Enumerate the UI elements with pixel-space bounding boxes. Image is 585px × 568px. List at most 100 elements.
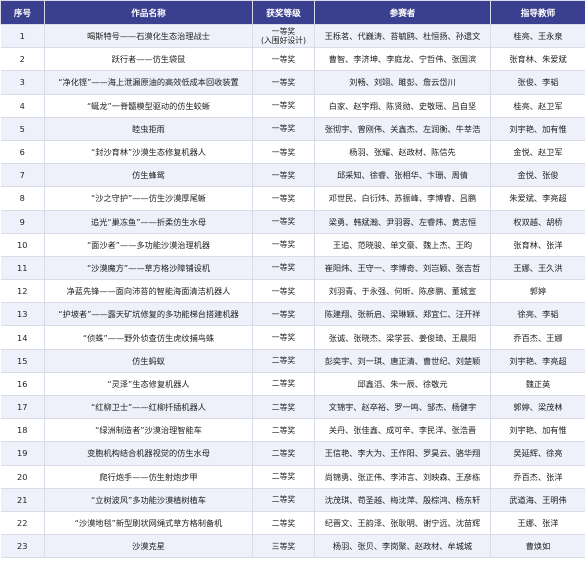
cell-index: 15 (0, 349, 45, 373)
table-row: 21 “立树波风”多功能沙漠植树植车 二等奖 沈茂琪、苟圣越、梅沈萍、殷棕鸿、杨东轩武… (0, 488, 585, 512)
cell-index: 18 (0, 418, 45, 443)
cell-name: “红柳卫士”——红柳扦插机器人 (44, 395, 253, 420)
level-label: 一等奖 (271, 101, 296, 111)
cell-level: 一等奖 (252, 210, 315, 234)
cell-members: 纪晋文、王韵泽、张耿明、谢宁远、沈苗辉 (314, 511, 491, 536)
cell-index: 6 (0, 140, 45, 165)
cell-index: 10 (0, 233, 45, 257)
cell-level: 一等奖 (252, 186, 315, 211)
cell-teacher: 刘宇艳、加有惟 (490, 117, 585, 141)
cell-index: 13 (0, 302, 45, 327)
cell-teacher: 乔百杰、王娜 (490, 325, 585, 350)
level-label: 一等奖 (271, 263, 296, 273)
table-row: 19 变胞机构结合机器视觉的仿生水母 二等奖 王信艳、李大为、王作阳、罗昊云、骆华翔吴… (0, 441, 585, 466)
cell-level: 二等奖 (252, 511, 315, 536)
cell-teacher: 魏正英 (490, 372, 585, 397)
cell-members: 杨羽、张贝、李岗聚、赵政材、牟城城 (314, 534, 491, 559)
cell-index: 4 (0, 94, 45, 118)
cell-name: 喝斯特号——石漠化生态治理战士 (44, 24, 253, 49)
cell-teacher: 郭婷 (490, 279, 585, 304)
cell-name: “沙漠地毯”新型刷状网绳式草方格制备机 (44, 511, 253, 536)
cell-members: 邱采知、徐睿、张相华、卞珊、周倩 (314, 163, 491, 188)
cell-name: “灵泽”生态修复机器人 (44, 372, 253, 397)
header-name: 作品名称 (44, 0, 253, 25)
cell-teacher: 王娜、王久洪 (490, 256, 585, 281)
cell-name: 沙漠克星 (44, 534, 253, 559)
level-label: 二等奖 (271, 379, 296, 389)
cell-members: 邱鑫滔、朱一辰、徐敬元 (314, 372, 491, 397)
cell-index: 16 (0, 372, 45, 397)
level-label: 一等奖 (271, 286, 296, 296)
cell-name: “封沙育林”沙漠生态修复机器人 (44, 140, 253, 165)
cell-members: 王追、范晓骏、单文豪、魏上杰、王昀 (314, 233, 491, 257)
cell-name: “立树波风”多功能沙漠植树植车 (44, 488, 253, 512)
level-label: 二等奖 (271, 495, 296, 505)
cell-members: 梁勇、韩斌瀚、尹羽蓉、左睿炜、黄志恒 (314, 210, 491, 234)
cell-members: 崔阳炜、王守一、李博奇、刘岂颖、张吉哲 (314, 256, 491, 281)
level-label: 一等奖 (271, 27, 296, 37)
cell-name: 仿生蚂蚁 (44, 349, 253, 373)
cell-members: 张彻宇、曾刚伟、关鑫杰、左润衡、牛莘浩 (314, 117, 491, 141)
cell-members: 杨羽、张耀、赵政材、陈信先 (314, 140, 491, 165)
cell-members: 王信艳、李大为、王作阳、罗昊云、骆华翔 (314, 441, 491, 466)
header-level: 获奖等级 (252, 0, 315, 25)
cell-name: 睦虫拒雨 (44, 117, 253, 141)
cell-name: “侦蛛”——野外侦查仿生虎纹捕鸟蛛 (44, 325, 253, 350)
cell-level: 一等奖 (252, 233, 315, 257)
cell-index: 2 (0, 47, 45, 72)
cell-teacher: 桂亮、王永泉 (490, 24, 585, 49)
header-teacher: 指导教师 (490, 0, 585, 25)
level-label: 一等奖 (271, 54, 296, 64)
cell-members: 彭奕宇、刘一琪、唐正清、曹世纪、刘楚颖 (314, 349, 491, 373)
cell-level: 二等奖 (252, 372, 315, 397)
cell-level: 一等奖 (252, 94, 315, 118)
cell-level: 二等奖 (252, 465, 315, 489)
cell-name: “蜒龙”一脊髓模型驱动的仿生蛟蜥 (44, 94, 253, 118)
cell-index: 9 (0, 210, 45, 234)
level-label: 一等奖 (271, 217, 296, 227)
cell-level: 二等奖 (252, 395, 315, 420)
cell-level: 一等奖 (入围好设计) (252, 24, 315, 49)
cell-index: 12 (0, 279, 45, 304)
cell-teacher: 郭婷、梁茂林 (490, 395, 585, 420)
cell-level: 一等奖 (252, 163, 315, 188)
table-row: 11 “沙漠魔方”——草方格沙障铺设机 一等奖 崔阳炜、王守一、李博奇、刘岂颖、张吉哲… (0, 256, 585, 281)
level-label: 二等奖 (271, 472, 296, 482)
level-label: 一等奖 (271, 240, 296, 250)
level-label: 一等奖 (271, 193, 296, 203)
cell-name: “沙漠魔方”——草方格沙障铺设机 (44, 256, 253, 281)
table-row: 20 爬行炮手——仿生射炮步甲 二等奖 尚锦勇、张正伟、李沛言、刘映森、王彦栋 乔百杰、… (0, 465, 585, 489)
cell-level: 一等奖 (252, 70, 315, 95)
cell-members: 尚锦勇、张正伟、李沛言、刘映森、王彦栋 (314, 465, 491, 489)
cell-index: 22 (0, 511, 45, 536)
level-label: 三等奖 (271, 541, 296, 551)
cell-members: 白家、赵宇翔、陈贤勋、史敬瑶、吕自坚 (314, 94, 491, 118)
cell-level: 一等奖 (252, 47, 315, 72)
cell-index: 7 (0, 163, 45, 188)
cell-index: 8 (0, 186, 45, 211)
cell-teacher: 金悦、赵卫军 (490, 140, 585, 165)
cell-teacher: 桂亮、赵卫军 (490, 94, 585, 118)
table-row: 9 追光“巢冻鱼”——折柔仿生水母 一等奖 梁勇、韩斌瀚、尹羽蓉、左睿炜、黄志恒 权双越… (0, 210, 585, 234)
cell-members: 刘羽青、于永强、何昕、陈彦鹏、董城宣 (314, 279, 491, 304)
cell-teacher: 张育林、朱爱斌 (490, 47, 585, 72)
cell-name: “净化铿”——海上泄漏原油的高效低成本回收装置 (44, 70, 253, 95)
cell-index: 20 (0, 465, 45, 489)
table-row: 1 喝斯特号——石漠化生态治理战士 一等奖 (入围好设计) 王栎茗、代巍涛、苔毓鸥、杜恒… (0, 24, 585, 49)
cell-name: 仿生蜂鸳 (44, 163, 253, 188)
cell-members: 邓世民、白衍炜、苏振峰、李博睿、吕鹏 (314, 186, 491, 211)
cell-name: 变胞机构结合机器视觉的仿生水母 (44, 441, 253, 466)
level-note: (入围好设计) (260, 36, 307, 46)
cell-level: 三等奖 (252, 534, 315, 559)
table-row: 3 “净化铿”——海上泄漏原油的高效低成本回收装置 一等奖 刘畅、刘翊、雎彭、詹云岱川… (0, 70, 585, 95)
table-row: 10 “面沙者”——多功能沙漠治理机器 一等奖 王追、范晓骏、单文豪、魏上杰、王昀 张育… (0, 233, 585, 257)
level-label: 一等奖 (271, 77, 296, 87)
cell-level: 一等奖 (252, 325, 315, 350)
table-row: 14 “侦蛛”——野外侦查仿生虎纹捕鸟蛛 一等奖 张诚、张晓杰、梁学芸、姜俊琦、王晨阳… (0, 325, 585, 350)
cell-members: 陈建翔、张新启、梁琳颖、郑宜仁、汪开祥 (314, 302, 491, 327)
cell-members: 刘畅、刘翊、雎彭、詹云岱川 (314, 70, 491, 95)
table-row: 13 “护坡者”——露天矿坑修复的多功能梯台搭建机器 一等奖 陈建翔、张新启、梁琳颖、… (0, 302, 585, 327)
cell-teacher: 乔百杰、张洋 (490, 465, 585, 489)
table-row: 17 “红柳卫士”——红柳扦插机器人 二等奖 文锦宇、赵卒裕、罗一鸣、邹杰、杨健宇 郭婷… (0, 395, 585, 420)
